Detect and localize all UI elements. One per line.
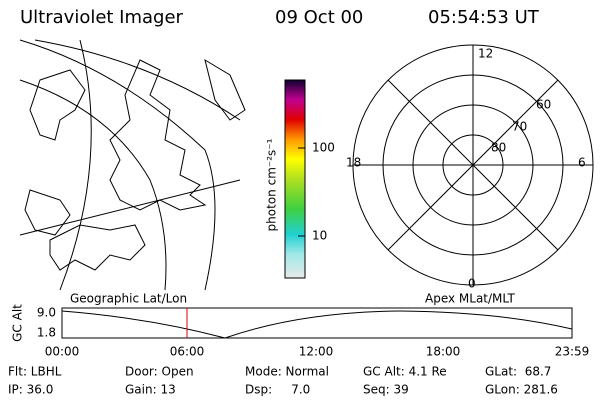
colorbar bbox=[284, 79, 306, 279]
status-field: Gain: 13 bbox=[125, 383, 176, 397]
mlat-label: 80 bbox=[491, 141, 506, 155]
status-field: Mode: Normal bbox=[245, 365, 329, 379]
status-field: Dsp: 7.0 bbox=[245, 383, 310, 397]
colorbar-label: photon cm⁻²s⁻¹ bbox=[265, 138, 279, 231]
status-field: GLat: 68.7 bbox=[485, 365, 551, 379]
colorbar-tick-label: 10 bbox=[312, 229, 327, 243]
orbit-x-tick: 23:59 bbox=[555, 345, 590, 359]
map-label: Geographic Lat/Lon bbox=[70, 292, 187, 306]
orbit-y-tick: 1.8 bbox=[37, 326, 56, 340]
orbit-panel bbox=[61, 307, 573, 339]
status-field: GC Alt: 4.1 Re bbox=[363, 365, 447, 379]
mlt-label: 18 bbox=[346, 156, 361, 170]
polar-grid bbox=[352, 44, 594, 286]
orbit-curve bbox=[61, 310, 573, 339]
orbit-y-label: GC Alt bbox=[11, 304, 25, 342]
orbit-x-tick: 00:00 bbox=[45, 345, 80, 359]
status-field: Seq: 39 bbox=[363, 383, 409, 397]
mlt-label: 0 bbox=[468, 277, 476, 291]
mlt-label: 6 bbox=[578, 156, 586, 170]
orbit-x-tick: 06:00 bbox=[170, 345, 205, 359]
status-field: Door: Open bbox=[125, 365, 194, 379]
status-field: Flt: LBHL bbox=[8, 365, 62, 379]
colorbar-tick-label: 100 bbox=[312, 141, 335, 155]
map bbox=[19, 39, 246, 291]
instrument: Ultraviolet Imager bbox=[20, 7, 184, 28]
mlat-label: 60 bbox=[536, 98, 551, 112]
orbit-y-tick: 9.0 bbox=[37, 306, 56, 320]
mlat-label: 70 bbox=[512, 120, 527, 134]
status: Flt: LBHL IP: 36.0 Door: Open Gain: 13 Mode:… bbox=[8, 365, 558, 397]
status-field: IP: 36.0 bbox=[8, 383, 53, 397]
status-field: GLon: 281.6 bbox=[485, 383, 558, 397]
date: 09 Oct 00 bbox=[275, 7, 363, 28]
orbit-x-tick: 12:00 bbox=[299, 345, 334, 359]
mlt-label: 12 bbox=[478, 47, 493, 61]
map-label: Apex MLat/MLT bbox=[425, 292, 515, 306]
time: 05:54:53 UT bbox=[428, 7, 540, 28]
orbit-x-tick: 18:00 bbox=[426, 345, 461, 359]
